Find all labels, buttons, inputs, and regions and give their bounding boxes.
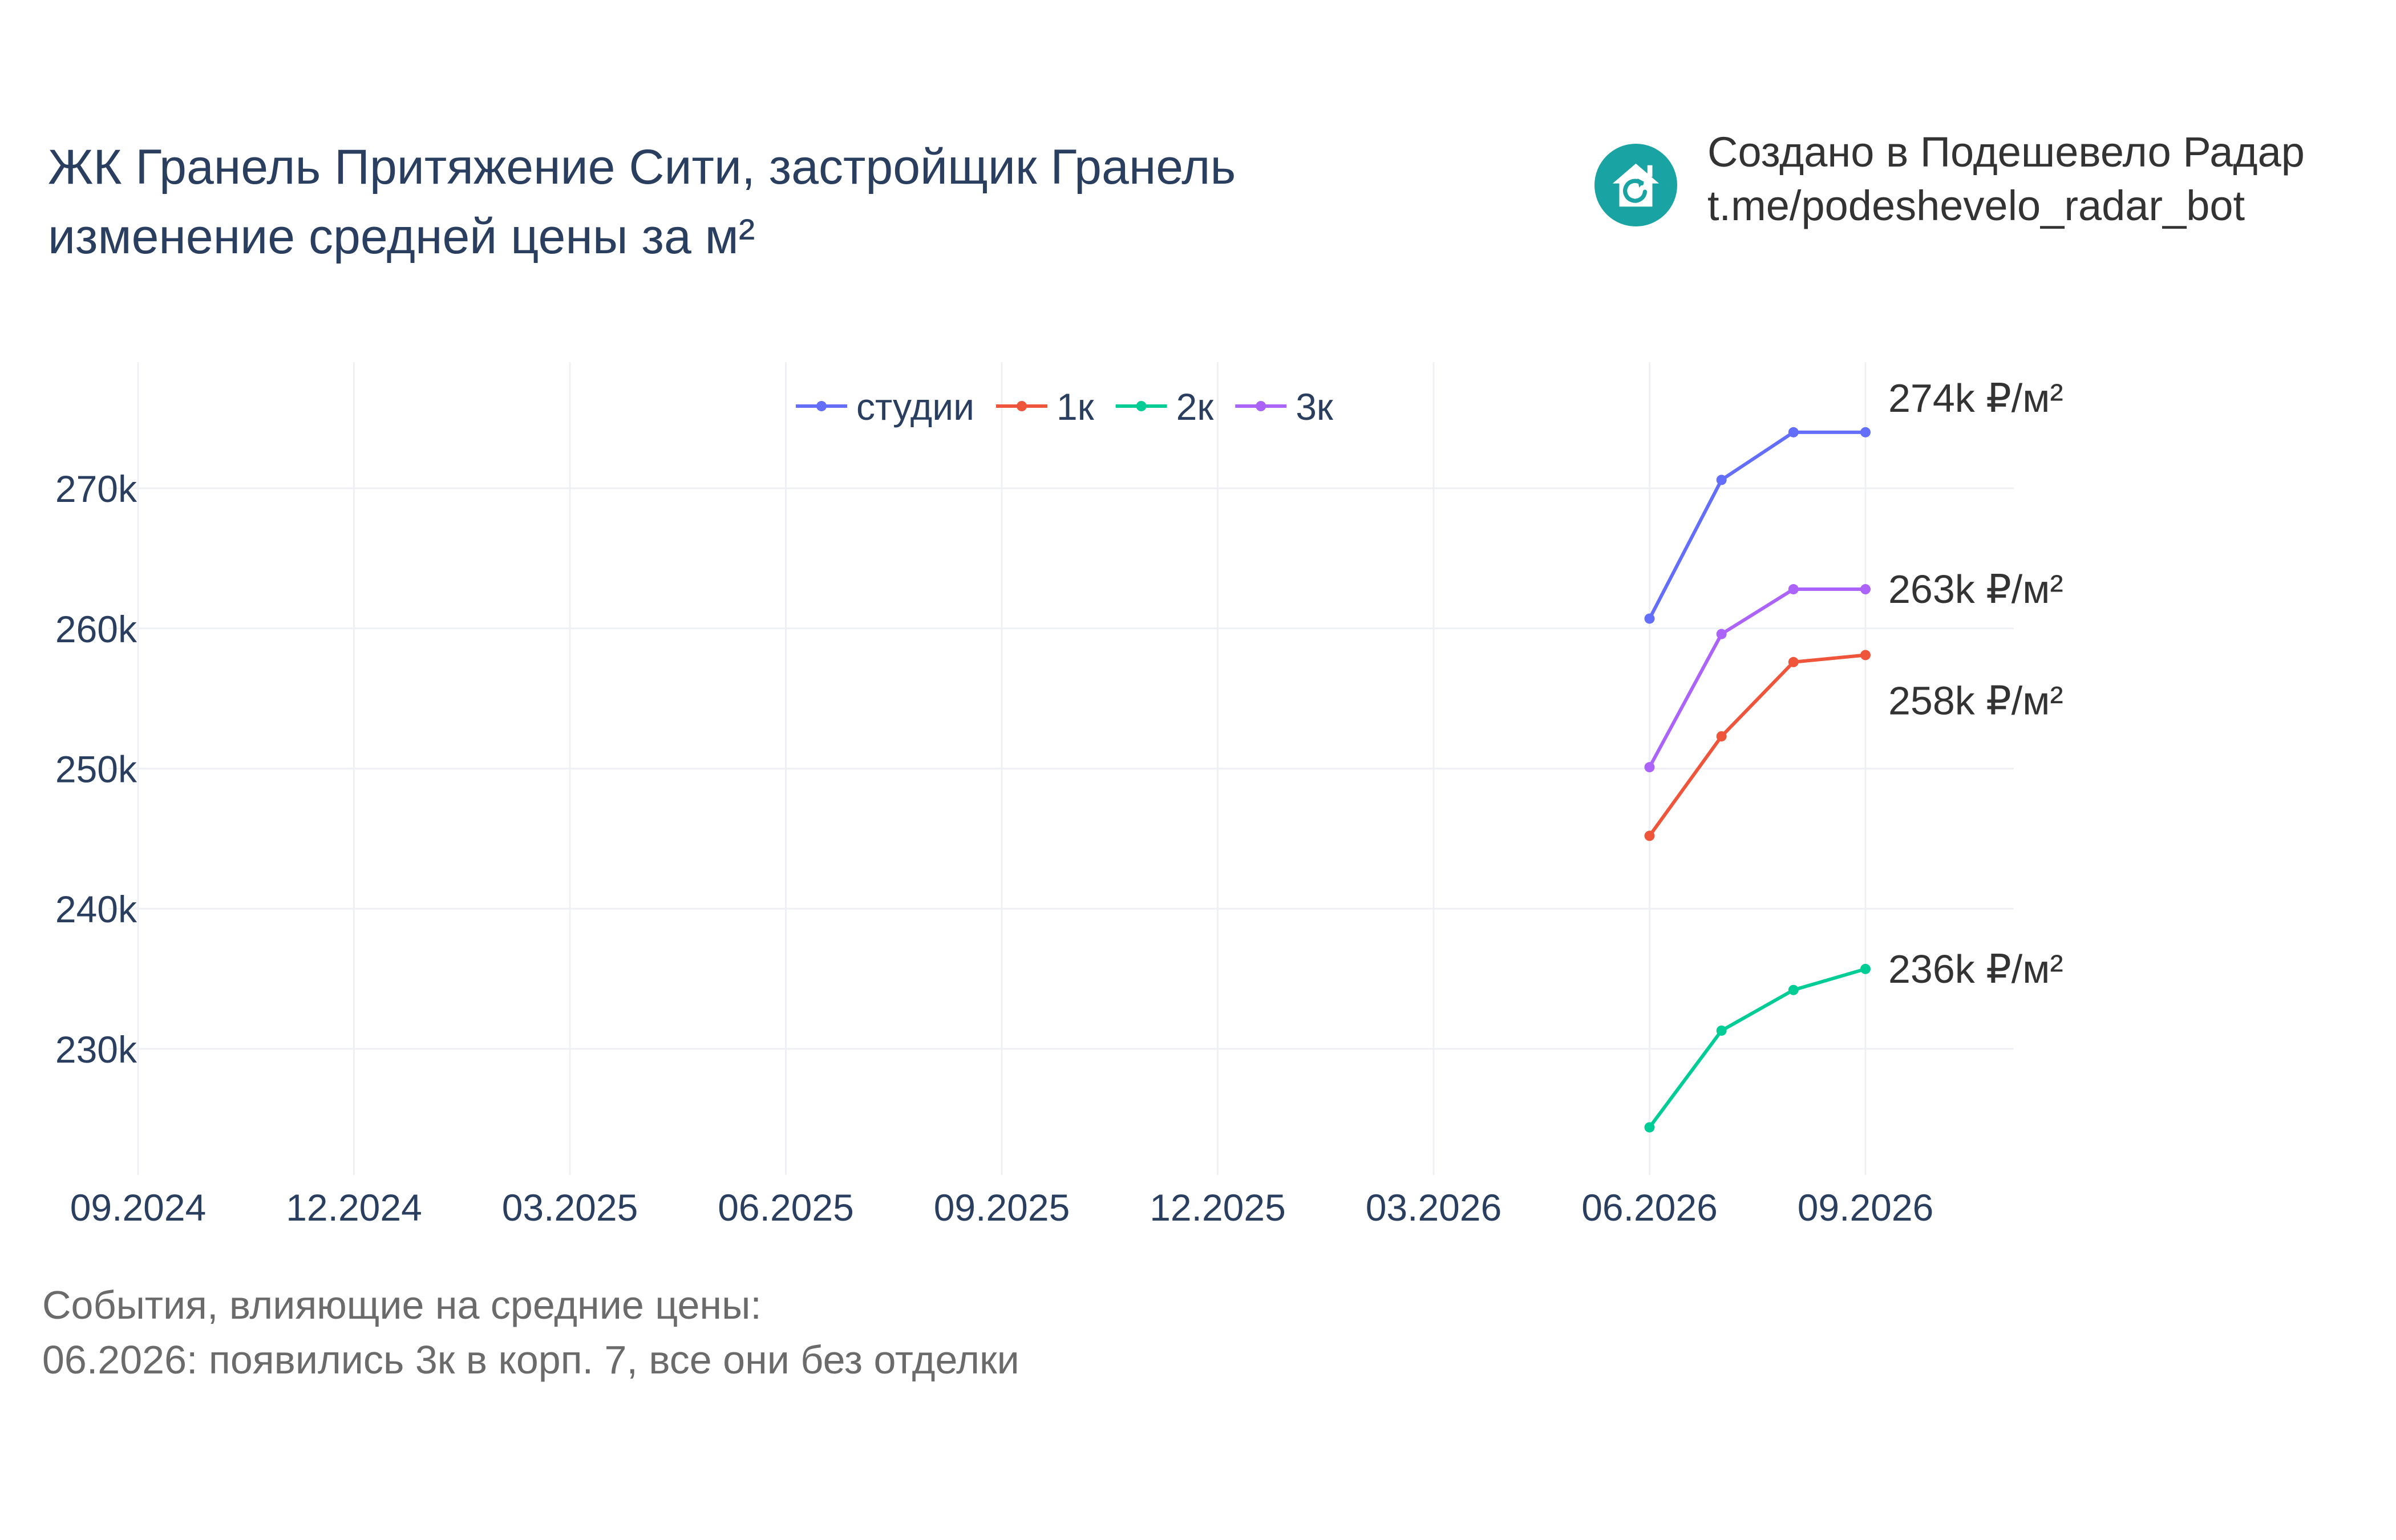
legend-marker (816, 401, 827, 411)
chart-title-line-1: ЖК Гранель Притяжение Сити, застройщик Г… (48, 140, 1236, 194)
chart-series: 274k ₽/м² 258k ₽/м² 236k ₽/м² 263k ₽/м² (1644, 376, 2063, 1133)
data-point[interactable] (1644, 830, 1655, 841)
data-point[interactable] (1860, 427, 1871, 437)
data-point[interactable] (1716, 731, 1727, 741)
data-point[interactable] (1788, 427, 1799, 437)
legend-label: 2к (1176, 386, 1215, 428)
data-point[interactable] (1644, 762, 1655, 773)
y-axis: 230k 240k 250k 260k 270k (55, 468, 137, 1071)
end-value-label: 258k ₽/м² (1888, 678, 2063, 723)
legend-item-3к[interactable]: 3к (1235, 386, 1334, 428)
series-2к: 236k ₽/м² (1644, 947, 2063, 1133)
x-axis: 09.2024 12.2024 03.2025 06.2025 09.2025 12.20… (70, 1186, 1934, 1229)
data-point[interactable] (1860, 963, 1871, 974)
series-line (1648, 653, 1866, 837)
x-tick-label: 03.2025 (502, 1186, 638, 1229)
chart-title: ЖК Гранель Притяжение Сити, застройщик Г… (48, 132, 1236, 271)
event-item: 06.2026: появились 3к в корп. 7, все они… (42, 1338, 1019, 1382)
series-студии: 274k ₽/м² (1644, 376, 2063, 624)
series-1к: 258k ₽/м² (1644, 650, 2063, 841)
series-3к: 263k ₽/м² (1644, 567, 2063, 773)
y-tick-label: 230k (55, 1028, 137, 1071)
events-header: События, влияющие на средние цены: (42, 1283, 762, 1327)
chart-legend: студии 1к 2к 3к (796, 386, 1334, 428)
house-refresh-icon (1594, 143, 1677, 226)
x-tick-label: 06.2025 (718, 1186, 854, 1229)
data-point[interactable] (1716, 1025, 1727, 1036)
brand-text: Создано в Подешевело Радар t.me/podeshev… (1707, 125, 2305, 233)
events-note: События, влияющие на средние цены: 06.20… (42, 1278, 1019, 1387)
x-tick-label: 06.2026 (1581, 1186, 1718, 1229)
x-tick-label: 12.2025 (1150, 1186, 1286, 1229)
legend-label: студии (856, 386, 974, 428)
chart-subtitle: изменение средней цены за м² (48, 209, 755, 264)
series-line (1648, 967, 1866, 1129)
brand-link[interactable]: t.me/podeshevelo_radar_bot (1707, 182, 2245, 229)
brand-block: Создано в Подешевело Радар t.me/podeshev… (1594, 128, 2305, 233)
series-line (1648, 430, 1865, 619)
data-point[interactable] (1716, 629, 1727, 639)
end-value-label: 236k ₽/м² (1888, 947, 2063, 991)
data-point[interactable] (1788, 584, 1799, 595)
data-point[interactable] (1644, 613, 1655, 624)
x-tick-label: 09.2024 (70, 1186, 207, 1229)
y-tick-label: 240k (55, 888, 137, 930)
legend-item-студии[interactable]: студии (796, 386, 974, 428)
data-point[interactable] (1860, 650, 1871, 660)
y-tick-label: 270k (55, 468, 137, 510)
brand-name: Создано в Подешевело Радар (1707, 128, 2305, 176)
x-tick-label: 03.2026 (1366, 1186, 1502, 1229)
legend-label: 3к (1296, 386, 1334, 428)
legend-marker (1017, 401, 1027, 411)
end-value-label: 263k ₽/м² (1888, 567, 2063, 611)
x-tick-label: 12.2024 (286, 1186, 422, 1229)
data-point[interactable] (1860, 584, 1871, 595)
legend-item-2к[interactable]: 2к (1115, 386, 1215, 428)
y-tick-label: 250k (55, 748, 137, 791)
chart-grid (108, 362, 2014, 1175)
legend-marker (1256, 401, 1266, 411)
data-point[interactable] (1716, 475, 1727, 485)
x-tick-label: 09.2025 (934, 1186, 1070, 1229)
legend-item-1к[interactable]: 1к (996, 386, 1095, 428)
series-line (1648, 587, 1865, 768)
data-point[interactable] (1788, 656, 1799, 667)
legend-marker (1136, 401, 1147, 411)
legend-label: 1к (1057, 386, 1095, 428)
data-point[interactable] (1788, 984, 1799, 995)
y-tick-label: 260k (55, 608, 137, 650)
data-point[interactable] (1644, 1122, 1655, 1133)
x-tick-label: 09.2026 (1798, 1186, 1934, 1229)
end-value-label: 274k ₽/м² (1888, 376, 2063, 420)
